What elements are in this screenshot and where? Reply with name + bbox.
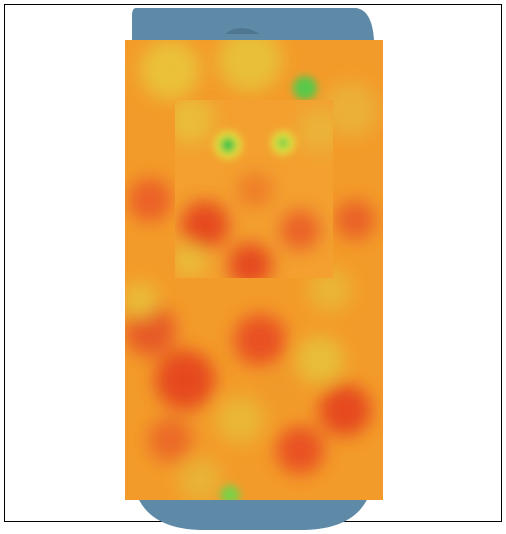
device-notch [225, 28, 260, 34]
heatmap-inset [175, 100, 333, 278]
